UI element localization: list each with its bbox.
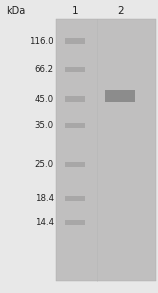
Text: 35.0: 35.0 bbox=[35, 121, 54, 130]
Text: 14.4: 14.4 bbox=[35, 218, 54, 227]
Bar bbox=[65, 96, 85, 102]
Text: kDa: kDa bbox=[6, 6, 26, 16]
Bar bbox=[56, 19, 156, 281]
Text: 45.0: 45.0 bbox=[35, 95, 54, 103]
Text: 116.0: 116.0 bbox=[29, 37, 54, 45]
Bar bbox=[105, 90, 135, 102]
Bar bbox=[65, 38, 85, 44]
Bar bbox=[65, 220, 85, 225]
Text: 66.2: 66.2 bbox=[35, 65, 54, 74]
Bar bbox=[65, 67, 85, 72]
Text: 18.4: 18.4 bbox=[35, 194, 54, 203]
Text: 25.0: 25.0 bbox=[35, 160, 54, 169]
Text: 1: 1 bbox=[72, 6, 78, 16]
Text: 2: 2 bbox=[117, 6, 123, 16]
Bar bbox=[65, 162, 85, 167]
Bar bbox=[65, 196, 85, 201]
Bar bbox=[65, 123, 85, 128]
